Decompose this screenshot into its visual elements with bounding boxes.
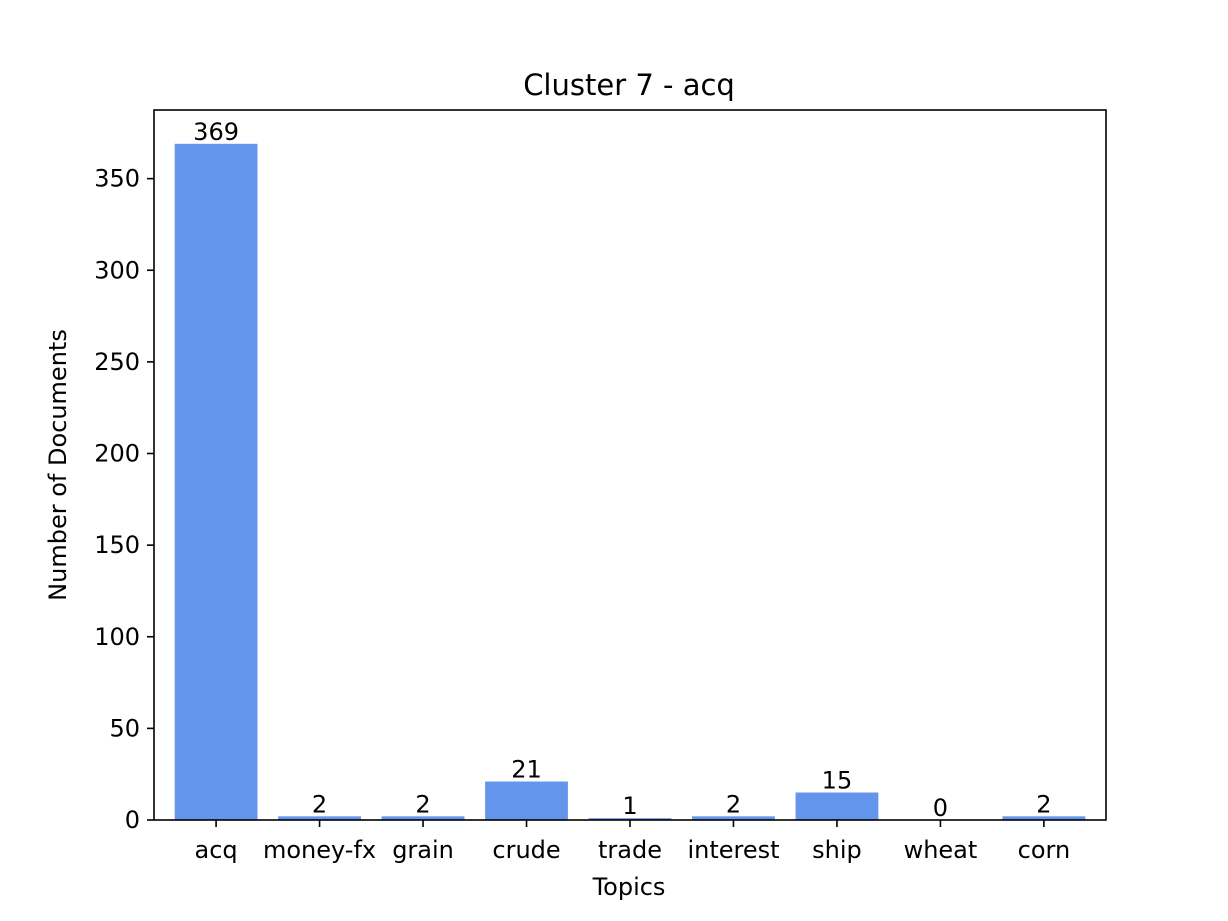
bar-crude [485, 781, 568, 820]
bar-value-label-interest: 2 [726, 790, 741, 818]
x-tick-label-wheat: wheat [904, 836, 978, 864]
bar-labels-group: 369 2 2 21 1 2 15 0 2 [193, 118, 1051, 822]
bar-acq [174, 143, 258, 821]
y-tick-label-0: 0 [125, 806, 140, 834]
chart-title: Cluster 7 - acq [523, 68, 735, 102]
bar-ship [795, 792, 879, 820]
bar-value-label-crude: 21 [511, 756, 542, 784]
y-axis-label: Number of Documents [44, 329, 72, 601]
x-axis-label: Topics [592, 873, 666, 901]
bar-value-label-trade: 1 [622, 792, 637, 820]
x-tick-label-ship: ship [812, 836, 862, 864]
y-tick-label-150: 150 [94, 531, 140, 559]
bar-value-label-wheat: 0 [933, 794, 948, 822]
x-tick-label-money-fx: money-fx [263, 836, 376, 864]
x-tick-label-trade: trade [598, 836, 662, 864]
bars-group [174, 143, 1086, 821]
y-tick-label-350: 350 [94, 165, 140, 193]
x-tick-label-corn: corn [1018, 836, 1071, 864]
x-tick-label-acq: acq [195, 836, 238, 864]
bar-value-label-corn: 2 [1036, 790, 1051, 818]
y-tick-label-300: 300 [94, 256, 140, 284]
bar-value-label-grain: 2 [415, 790, 430, 818]
bar-value-label-ship: 15 [822, 767, 853, 795]
x-axis: acq money-fx grain crude trade interest ship wh… [195, 820, 1071, 864]
x-tick-label-interest: interest [687, 836, 779, 864]
y-axis: 0 50 100 150 200 250 300 350 [94, 165, 154, 834]
y-tick-label-100: 100 [94, 623, 140, 651]
bar-grain [381, 816, 465, 820]
x-tick-label-crude: crude [492, 836, 560, 864]
plot-frame [153, 109, 1107, 821]
bar-value-label-money-fx: 2 [312, 790, 327, 818]
bar-corn [1002, 816, 1086, 820]
bar-value-label-acq: 369 [193, 118, 239, 146]
y-tick-label-200: 200 [94, 440, 140, 468]
bar-money-fx [278, 816, 361, 820]
y-tick-label-50: 50 [109, 714, 140, 742]
bar-interest [692, 816, 775, 820]
x-tick-label-grain: grain [392, 836, 454, 864]
bar-trade [588, 818, 672, 820]
y-tick-label-250: 250 [94, 348, 140, 376]
